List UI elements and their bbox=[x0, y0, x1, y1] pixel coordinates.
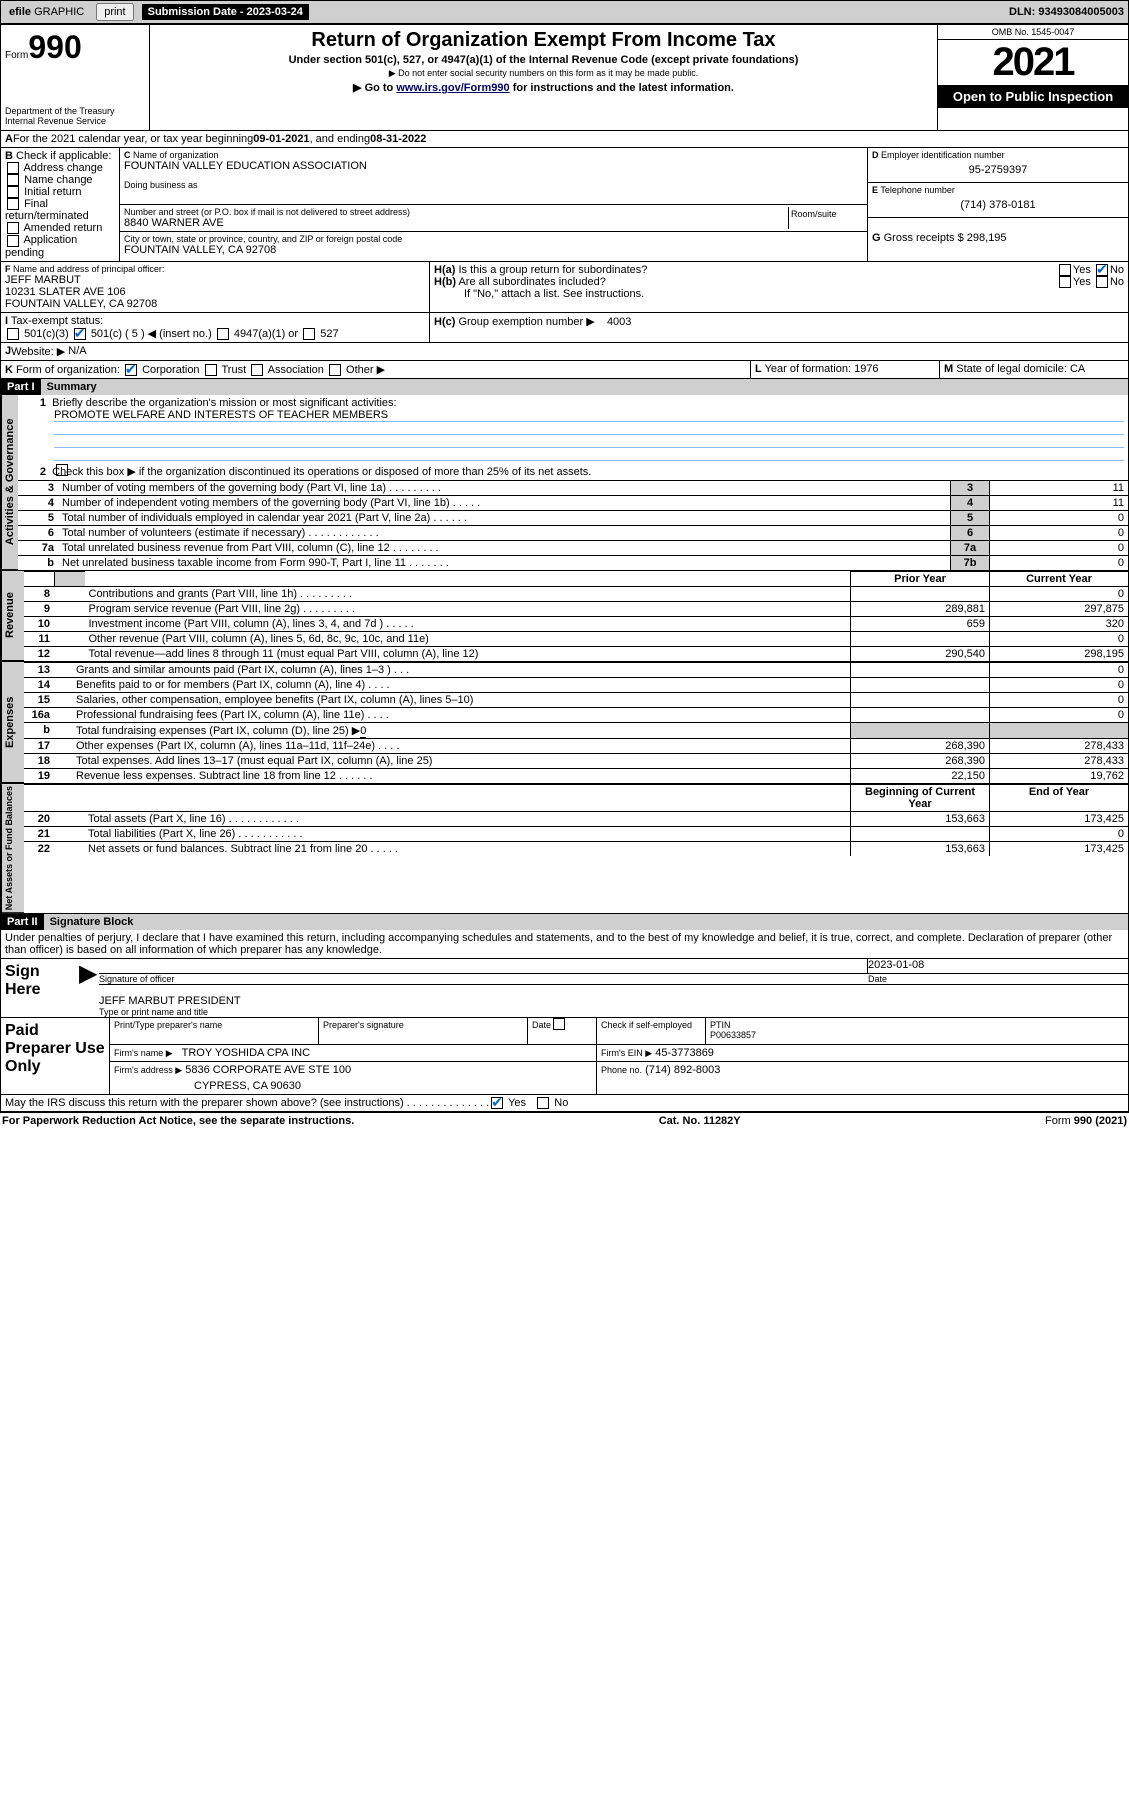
ein: 95-2759397 bbox=[872, 160, 1124, 180]
part1-header: Part I bbox=[1, 379, 41, 395]
print-button[interactable]: print bbox=[96, 3, 133, 21]
line-a: A For the 2021 calendar year, or tax yea… bbox=[1, 131, 1128, 148]
efile-label: efile bbox=[9, 6, 31, 18]
form-990: 990 bbox=[28, 29, 81, 65]
revenue-table: Prior YearCurrent Year 8Contributions an… bbox=[24, 571, 1128, 661]
footer: For Paperwork Reduction Act Notice, see … bbox=[0, 1113, 1129, 1129]
section-l: L Year of formation: 1976 bbox=[751, 361, 940, 378]
sign-arrow-icon: ▶ bbox=[79, 959, 99, 1017]
may-discuss: May the IRS discuss this return with the… bbox=[1, 1094, 1128, 1112]
subtitle-1: Under section 501(c), 527, or 4947(a)(1)… bbox=[156, 54, 931, 66]
expenses-table: 13Grants and similar amounts paid (Part … bbox=[24, 662, 1128, 783]
section-k: K Form of organization: Corporation Trus… bbox=[1, 361, 751, 378]
gross-receipts: 298,195 bbox=[967, 232, 1007, 244]
side-expenses: Expenses bbox=[1, 662, 24, 783]
tax-year: 2021 bbox=[938, 40, 1128, 85]
section-j: J Website: ▶ N/A bbox=[1, 343, 1128, 361]
omb-number: OMB No. 1545-0047 bbox=[938, 25, 1128, 40]
officer-sig-name: JEFF MARBUT PRESIDENT bbox=[99, 985, 1128, 1007]
part1-title: Summary bbox=[41, 379, 1128, 395]
address: 8840 WARNER AVE bbox=[124, 217, 788, 229]
preparer-table: Print/Type preparer's name Preparer's si… bbox=[109, 1018, 1128, 1094]
side-activities-governance: Activities & Governance bbox=[1, 395, 18, 570]
phone: (714) 378-0181 bbox=[872, 195, 1124, 215]
part2-header: Part II bbox=[1, 914, 44, 930]
irs-link[interactable]: www.irs.gov/Form990 bbox=[396, 82, 509, 94]
subtitle-3: ▶ Go to www.irs.gov/Form990 for instruct… bbox=[156, 81, 931, 94]
section-b: B Check if applicable: Address change Na… bbox=[1, 148, 120, 261]
officer-name: JEFF MARBUT bbox=[5, 274, 425, 286]
net-assets-table: Beginning of Current YearEnd of Year 20T… bbox=[24, 784, 1128, 856]
section-h: H(a) Is this a group return for subordin… bbox=[430, 262, 1128, 312]
line-2: 2 Check this box ▶ if the organization d… bbox=[18, 463, 1128, 480]
sub-date: Submission Date - 2023-03-24 bbox=[142, 4, 309, 20]
irs: Internal Revenue Service bbox=[5, 116, 145, 126]
dept-treasury: Department of the Treasury bbox=[5, 106, 145, 116]
ag-table: 3Number of voting members of the governi… bbox=[18, 480, 1128, 570]
page-title: Return of Organization Exempt From Incom… bbox=[154, 29, 933, 52]
subtitle-2: ▶ Do not enter social security numbers o… bbox=[154, 68, 933, 79]
side-revenue: Revenue bbox=[1, 571, 24, 661]
declaration: Under penalties of perjury, I declare th… bbox=[1, 930, 1128, 959]
header-bar: efile GRAPHIC print Submission Date - 20… bbox=[0, 0, 1129, 24]
city-state-zip: FOUNTAIN VALLEY, CA 92708 bbox=[124, 244, 863, 256]
part2-title: Signature Block bbox=[44, 914, 1128, 930]
paid-preparer: Paid Preparer Use Only bbox=[1, 1018, 109, 1094]
sign-here: Sign Here bbox=[1, 959, 79, 1017]
side-net-assets: Net Assets or Fund Balances bbox=[1, 784, 24, 913]
section-m: M State of legal domicile: CA bbox=[940, 361, 1128, 378]
section-i: I Tax-exempt status: 501(c)(3) 501(c) ( … bbox=[1, 313, 430, 342]
open-inspection: Open to Public Inspection bbox=[938, 85, 1128, 108]
section-hc: H(c) Group exemption number ▶ 4003 bbox=[430, 313, 1128, 342]
line-1: 1 Briefly describe the organization's mi… bbox=[18, 395, 1128, 463]
dln: DLN: 93493084005003 bbox=[1009, 6, 1124, 18]
org-name: FOUNTAIN VALLEY EDUCATION ASSOCIATION bbox=[124, 160, 863, 172]
